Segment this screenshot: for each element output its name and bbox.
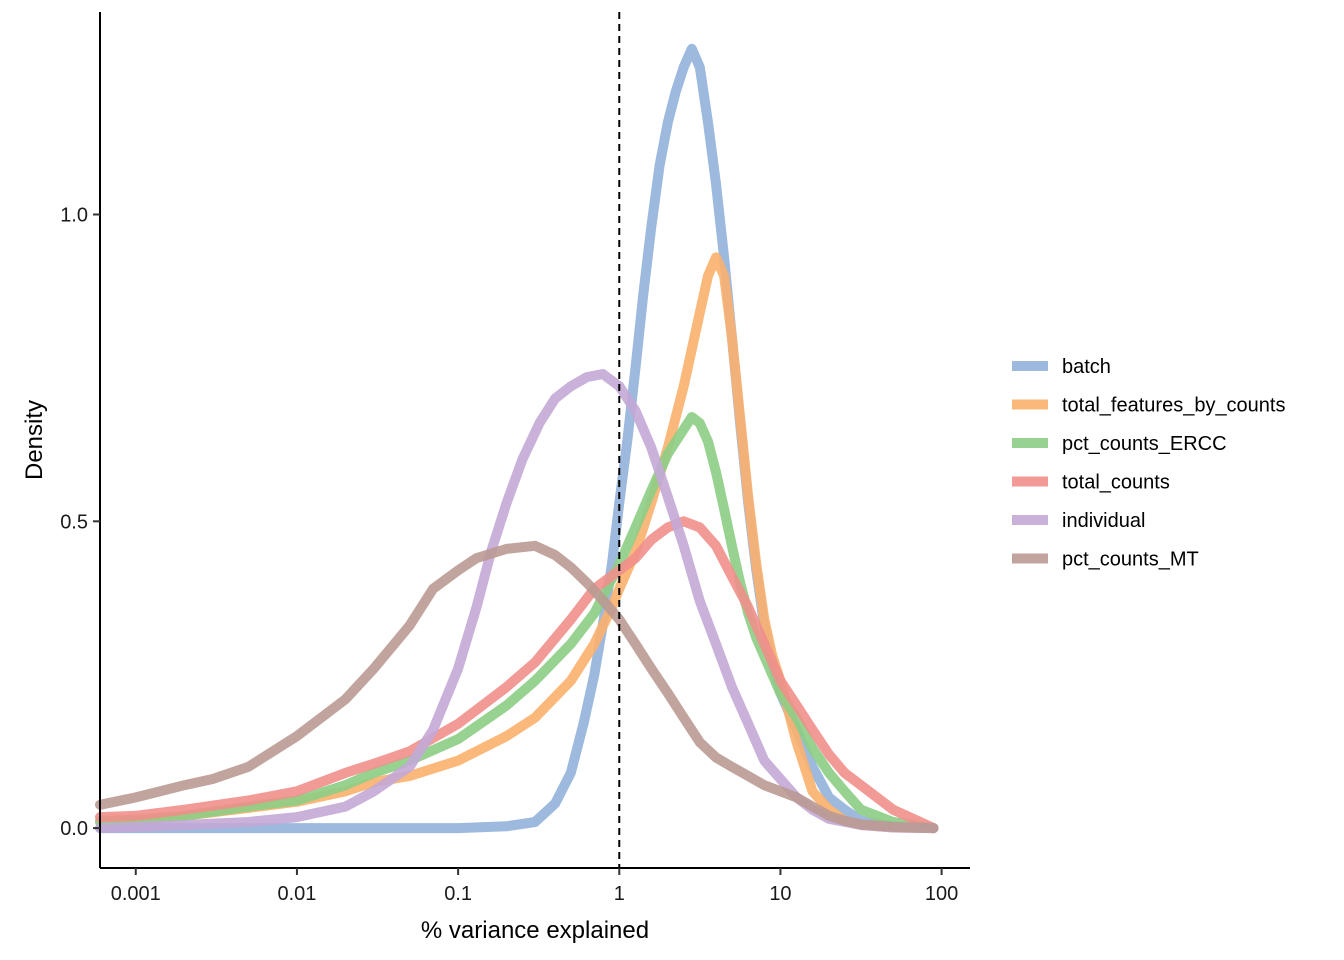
x-tick-label: 0.1 (444, 883, 472, 905)
ticks-layer: 0.001 0.01 0.1 1 10 100 0.0 0.5 1.0 (60, 204, 958, 905)
series-layer (95, 43, 939, 834)
x-tick-label: 10 (769, 883, 791, 905)
series-line-pct-counts-MT (95, 540, 939, 834)
x-axis-title: % variance explained (421, 917, 649, 944)
x-tick-label: 0.01 (277, 883, 316, 905)
series-line-batch (95, 43, 939, 834)
legend-label: total_features_by_counts (1062, 395, 1286, 417)
x-tick-label: 0.001 (111, 883, 161, 905)
series-line-pct-counts-ERCC (95, 412, 939, 834)
axes-layer (99, 12, 970, 869)
series-line-individual (95, 369, 939, 834)
y-tick-label: 0.5 (60, 511, 88, 533)
y-tick-label: 0.0 (60, 818, 88, 840)
legend: batch total_features_by_counts pct_counts_… (1012, 356, 1286, 571)
legend-label: pct_counts_ERCC (1062, 433, 1227, 455)
y-axis-title: Density (21, 400, 48, 480)
legend-label: total_counts (1062, 472, 1170, 494)
legend-label: individual (1062, 510, 1145, 532)
series-line-total-counts (95, 516, 939, 834)
series-line-total-features-by-counts (95, 252, 939, 834)
legend-label: batch (1062, 356, 1111, 378)
x-tick-label: 100 (925, 883, 958, 905)
x-tick-label: 1 (614, 883, 625, 905)
legend-label: pct_counts_MT (1062, 549, 1199, 571)
y-tick-label: 1.0 (60, 204, 88, 226)
